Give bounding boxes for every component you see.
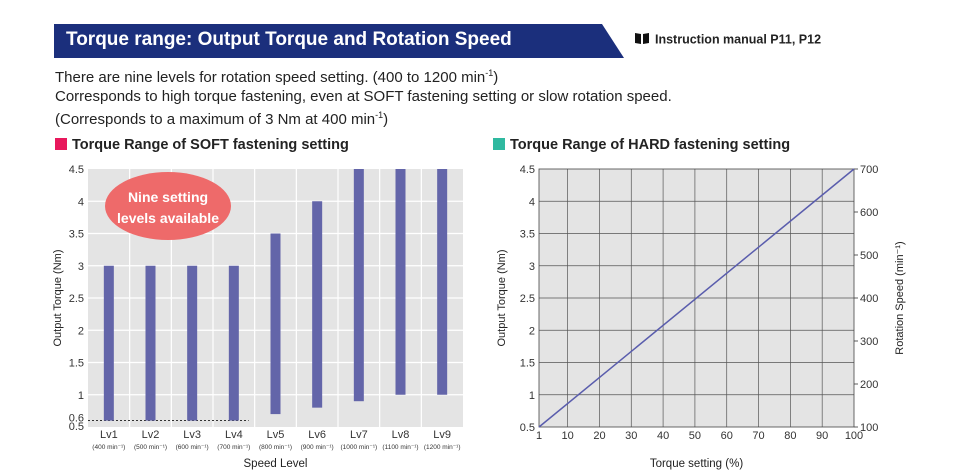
torque-range-bar	[103, 265, 114, 421]
y2-axis-label: Rotation Speed (min⁻¹)	[894, 241, 906, 354]
section-banner: Torque range: Output Torque and Rotation…	[54, 24, 624, 58]
y-tick-label: 1	[529, 390, 535, 402]
x-tick-sublabel: (400 min⁻¹)	[92, 444, 125, 451]
soft-section-title: Torque Range of SOFT fastening setting	[72, 137, 349, 153]
y-tick-label: 3.5	[520, 229, 535, 241]
x-tick-sublabel: (1200 min⁻¹)	[424, 444, 461, 451]
y2-tick-label: 700	[860, 164, 878, 176]
x-tick-label: 90	[816, 430, 828, 442]
x-tick-label: Lv4	[225, 429, 243, 441]
x-tick-label: Lv7	[350, 429, 368, 441]
x-tick-label: 40	[657, 430, 669, 442]
manual-reference[interactable]: Instruction manual P11, P12	[634, 32, 821, 48]
x-tick-label: 70	[752, 430, 764, 442]
x-tick-label: Lv8	[392, 429, 410, 441]
y2-tick-label: 500	[860, 250, 878, 262]
torque-range-bar	[270, 233, 281, 415]
y-axis-label: Output Torque (Nm)	[496, 249, 508, 346]
x-tick-sublabel: (800 min⁻¹)	[259, 444, 292, 451]
hard-section-heading: Torque Range of HARD fastening setting	[493, 137, 790, 153]
annotation-bubble	[105, 172, 231, 240]
intro-line-1: There are nine levels for rotation speed…	[55, 68, 499, 86]
y-axis-label: Output Torque (Nm)	[52, 249, 64, 346]
soft-marker-icon	[55, 138, 67, 150]
y-tick-label: 0.5	[520, 422, 535, 434]
hard-torque-chart: 1 10 20 30 40 50 60 70 80 90 1000.511.522.533.544.…	[496, 164, 906, 470]
x-tick-label: Lv5	[267, 429, 285, 441]
intro-text: There are nine levels for rotation speed…	[55, 64, 672, 129]
x-axis-label: Speed Level	[244, 458, 308, 470]
torque-range-bar	[437, 169, 448, 395]
y2-tick-label: 200	[860, 379, 878, 391]
x-tick-sublabel: (900 min⁻¹)	[301, 444, 334, 451]
y2-tick-label: 600	[860, 207, 878, 219]
torque-series-line	[538, 168, 855, 428]
y-tick-label: 0.5	[69, 421, 84, 433]
hard-marker-icon	[493, 138, 505, 150]
plot-border	[538, 168, 855, 428]
x-tick-sublabel: (1100 min⁻¹)	[382, 444, 418, 451]
y-tick-label: 4	[78, 196, 84, 208]
book-icon	[634, 32, 650, 48]
torque-range-bar	[145, 265, 156, 421]
soft-section-heading: Torque Range of SOFT fastening setting	[55, 137, 349, 153]
y-tick-label: 3	[529, 261, 535, 273]
x-tick-label: Lv3	[183, 429, 201, 441]
y-tick-label: 4	[529, 196, 535, 208]
x-tick-label: 80	[784, 430, 796, 442]
y-tick-label: 1.5	[69, 358, 84, 370]
y-tick-label: 4.5	[69, 164, 84, 176]
x-tick-label: Lv6	[308, 429, 326, 441]
intro-line-2: Corresponds to high torque fastening, ev…	[55, 88, 672, 105]
annotation-text: levels available	[117, 210, 219, 226]
x-tick-sublabel: (1000 min⁻¹)	[340, 444, 377, 451]
manual-reference-text: Instruction manual P11, P12	[655, 32, 822, 47]
torque-range-bar	[353, 169, 364, 402]
y-tick-label: 3.5	[69, 229, 84, 241]
y-tick-label: 4.5	[520, 164, 535, 176]
torque-range-bar	[395, 169, 406, 395]
intro-line-3: (Corresponds to a maximum of 3 Nm at 400…	[55, 110, 389, 128]
x-tick-label: 10	[562, 430, 574, 442]
soft-torque-chart: 0.50.6 1 1.5 2 2.5 3 3.5 4 4.5 Lv1 (400 min⁻¹) Lv2 (…	[52, 164, 463, 470]
torque-range-bar	[187, 265, 198, 421]
x-tick-sublabel: (700 min⁻¹)	[217, 444, 250, 451]
y2-tick-label: 300	[860, 336, 878, 348]
x-tick-label: Lv2	[142, 429, 160, 441]
page-title: Torque range: Output Torque and Rotation…	[66, 29, 512, 50]
y-tick-label: 2	[78, 325, 84, 337]
annotation-text: Nine setting	[128, 189, 208, 205]
x-tick-label: 30	[625, 430, 637, 442]
y2-tick-label: 400	[860, 293, 878, 305]
x-tick-label: 1	[536, 430, 542, 442]
x-tick-sublabel: (600 min⁻¹)	[176, 444, 209, 451]
x-tick-label: Lv9	[433, 429, 451, 441]
x-tick-label: Lv1	[100, 429, 118, 441]
y-tick-label: 3	[78, 261, 84, 273]
hard-section-title: Torque Range of HARD fastening setting	[510, 137, 791, 153]
y-tick-label: 1.5	[520, 358, 535, 370]
y-tick-label: 2.5	[520, 293, 535, 305]
banner-shape	[54, 24, 624, 58]
x-tick-label: 100	[845, 430, 863, 442]
y-tick-label: 1	[78, 390, 84, 402]
x-axis-label: Torque setting (%)	[650, 458, 743, 470]
x-tick-label: 60	[721, 430, 733, 442]
x-tick-label: 20	[593, 430, 605, 442]
y2-tick-label: 100	[860, 422, 878, 434]
torque-range-bar	[228, 265, 239, 421]
y-tick-label: 0.6	[69, 413, 84, 425]
y-tick-label: 2	[529, 325, 535, 337]
x-tick-label: 50	[689, 430, 701, 442]
x-tick-sublabel: (500 min⁻¹)	[134, 444, 167, 451]
torque-range-bar	[312, 201, 323, 408]
y-tick-label: 2.5	[69, 293, 84, 305]
